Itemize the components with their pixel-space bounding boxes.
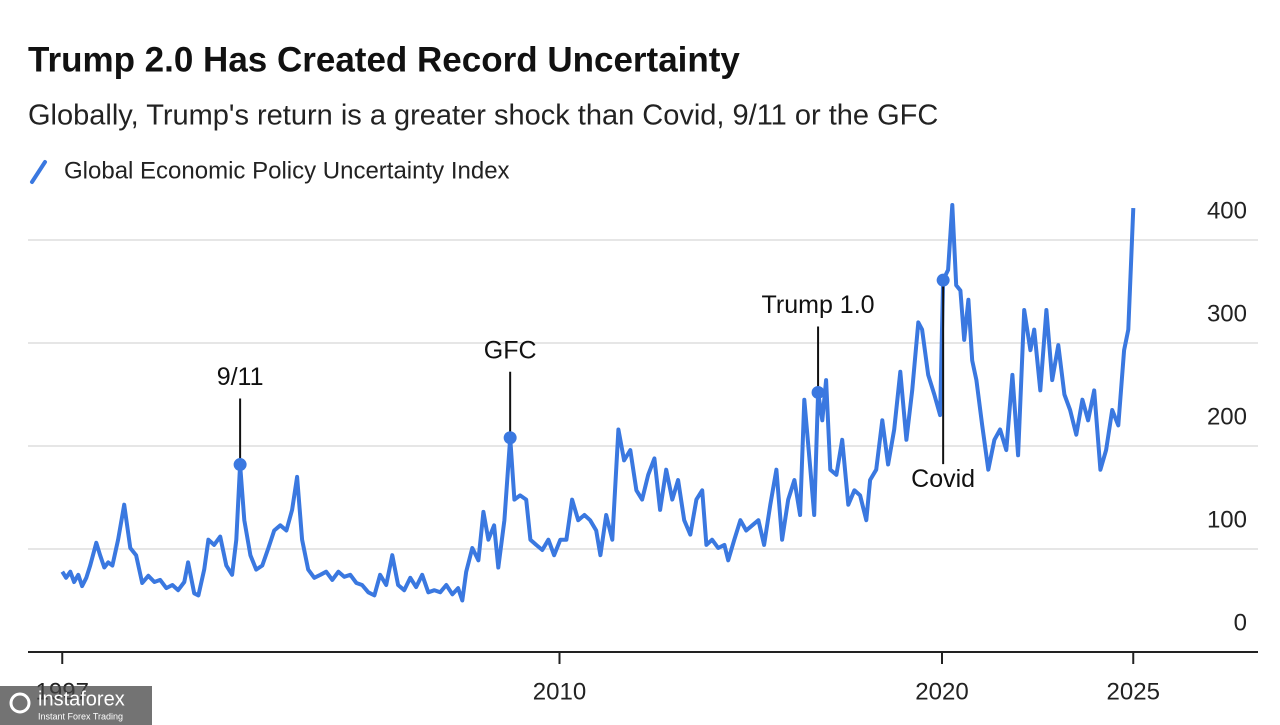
annotation-label: Covid	[911, 465, 975, 493]
chart-subtitle: Globally, Trump's return is a greater sh…	[28, 100, 938, 132]
annotation-label: GFC	[484, 336, 537, 364]
watermark-logo	[9, 692, 31, 714]
annotation-dot	[936, 273, 950, 287]
y-tick-label: 0	[1234, 609, 1247, 636]
annotation-dot	[503, 431, 517, 445]
x-tick-label: 2020	[915, 678, 968, 705]
series-line	[60, 203, 1136, 603]
watermark-box	[0, 686, 152, 725]
y-tick-label: 300	[1207, 300, 1247, 327]
annotation-label: 9/11	[217, 363, 264, 391]
legend-label: Global Economic Policy Uncertainty Index	[64, 157, 510, 184]
legend-swatch	[30, 160, 47, 184]
watermark-brand: instaforex	[38, 688, 125, 710]
annotation-dot	[233, 458, 247, 472]
annotation-label: Trump 1.0	[762, 291, 875, 319]
chart-title: Trump 2.0 Has Created Record Uncertainty	[28, 40, 740, 79]
y-tick-label: 200	[1207, 403, 1247, 430]
y-tick-label: 400	[1207, 197, 1247, 224]
annotation-dot	[811, 385, 825, 399]
watermark: instaforex Instant Forex Trading	[0, 686, 152, 725]
x-tick-label: 2010	[533, 678, 586, 705]
y-tick-label: 100	[1207, 506, 1247, 533]
x-tick-label: 2025	[1107, 678, 1160, 705]
watermark-tagline: Instant Forex Trading	[38, 711, 123, 721]
